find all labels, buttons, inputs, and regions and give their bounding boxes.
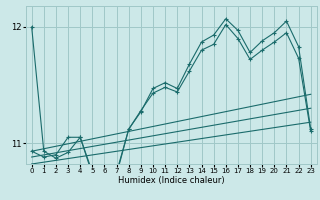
- X-axis label: Humidex (Indice chaleur): Humidex (Indice chaleur): [118, 176, 225, 185]
